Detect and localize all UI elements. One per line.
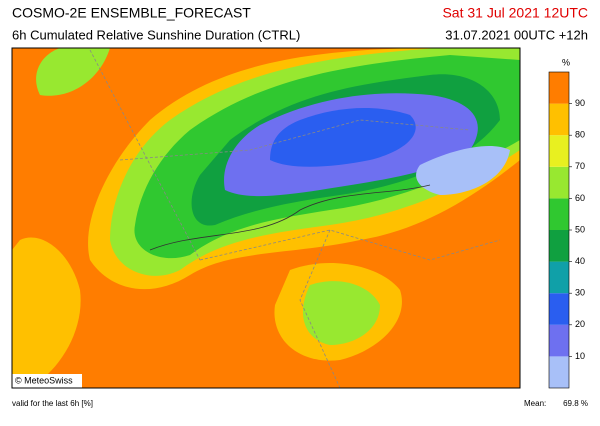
colorbar-tick-label: 30 [575,288,585,298]
valid-time: Sat 31 Jul 2021 12UTC [442,5,588,21]
colorbar-tick-label: 80 [575,130,585,140]
credit: © MeteoSwiss [15,375,73,385]
map-field [12,237,81,388]
title: COSMO-2E ENSEMBLE_FORECAST [12,5,251,21]
colorbar-swatch [549,198,569,230]
subtitle: 6h Cumulated Relative Sunshine Duration … [12,27,300,42]
colorbar-swatch [549,166,569,199]
colorbar-swatch [549,261,569,294]
colorbar-swatch [549,72,569,104]
map: © MeteoSwiss [11,47,521,389]
colorbar-swatch [549,324,569,357]
map-frame [11,47,521,389]
colorbar-swatch [549,230,569,262]
map-field [302,281,380,345]
colorbar-tick-label: 90 [575,98,585,108]
colorbar-tick-label: 40 [575,256,585,266]
map-field [416,145,510,195]
colorbar-tick-label: 70 [575,161,585,171]
colorbar-swatch [549,103,569,136]
border-line [89,49,501,388]
mean-value: 69.8 % [563,399,588,408]
colorbar-swatch [549,135,569,167]
credit-box [12,374,82,388]
colorbar-tick-label: 60 [575,193,585,203]
colorbar-tick-label: 10 [575,351,585,361]
colorbar: % 10 20 30 40 50 60 70 80 90 [548,57,585,389]
run-time: 31.07.2021 00UTC +12h [445,27,588,42]
footer-note: valid for the last 6h [%] [12,399,93,408]
colorbar-tick-label: 50 [575,224,585,234]
mean-label: Mean: [524,399,546,408]
colorbar-unit: % [562,57,570,67]
colorbar-tick-label: 20 [575,319,585,329]
colorbar-swatch [549,356,569,388]
border-line [149,184,431,251]
map-field [270,108,416,167]
map-field [36,48,110,96]
colorbar-swatch [549,293,569,325]
